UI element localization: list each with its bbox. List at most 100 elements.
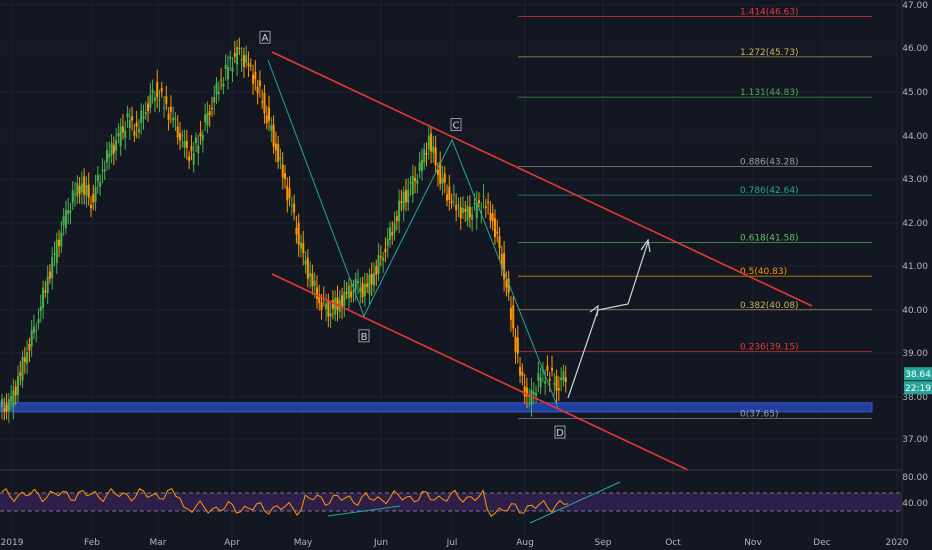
- candle-body: [28, 344, 31, 351]
- candle-body: [226, 67, 229, 80]
- candle-body: [229, 56, 232, 60]
- candle-body: [174, 118, 177, 120]
- candle-body: [443, 173, 446, 183]
- candle-body: [523, 385, 526, 397]
- candle-body: [242, 54, 245, 67]
- rsi-band: [0, 493, 902, 511]
- time-tick-label: Aug: [516, 538, 534, 548]
- candle-body: [498, 236, 501, 248]
- fib-label: 1.272(45.73): [740, 48, 799, 58]
- candle-body: [261, 101, 264, 103]
- candle-body: [388, 227, 391, 241]
- wave-point-label: C: [453, 121, 460, 132]
- candle-body: [427, 136, 430, 150]
- time-tick-label: Sep: [595, 538, 612, 548]
- fib-levels: 1.414(46.63) 1.272(45.73) 1.131(44.83) 0.88…: [518, 8, 872, 420]
- candle-body: [489, 213, 492, 221]
- candle-body: [363, 284, 366, 297]
- candle-body: [103, 169, 106, 172]
- candle-body: [551, 367, 554, 371]
- candle-body: [395, 216, 398, 222]
- candle-body: [119, 126, 122, 147]
- candle-body: [3, 408, 6, 412]
- candle-body: [361, 283, 364, 298]
- candle-body: [539, 377, 542, 388]
- candle-body: [217, 91, 220, 94]
- candle-body: [87, 184, 90, 198]
- candle-body: [368, 274, 371, 295]
- channel-lower: [271, 273, 689, 471]
- candle-body: [441, 177, 444, 184]
- candle-body: [557, 388, 560, 391]
- candle-body: [555, 375, 558, 392]
- projection-arrow: [567, 241, 649, 399]
- candle-body: [334, 297, 337, 315]
- fib-label: 0.236(39.15): [740, 342, 799, 352]
- candle-body: [236, 46, 239, 65]
- candle-body: [414, 177, 417, 182]
- candle-body: [409, 182, 412, 184]
- candle-body: [341, 295, 344, 308]
- candle-body: [359, 287, 362, 293]
- candle-body: [96, 174, 99, 182]
- candle-body: [281, 164, 284, 178]
- candle-body: [468, 207, 471, 218]
- drawings: [267, 51, 813, 471]
- candle-body: [386, 238, 389, 246]
- candle-body: [151, 89, 154, 93]
- candle-body: [279, 157, 282, 160]
- candle-body: [430, 133, 433, 152]
- candle-body: [436, 169, 439, 175]
- candle-body: [53, 253, 56, 256]
- candle-body: [525, 387, 528, 397]
- candle-body: [156, 81, 159, 98]
- candle-body: [357, 281, 360, 284]
- candle-body: [398, 200, 401, 222]
- candle-body: [101, 170, 104, 172]
- candle-body: [450, 200, 453, 204]
- candle-body: [404, 190, 407, 203]
- time-tick-label: Dec: [813, 538, 830, 548]
- candle-body: [176, 126, 179, 138]
- candle-body: [286, 186, 289, 201]
- candle-body: [532, 392, 535, 395]
- candle-body: [199, 132, 202, 136]
- candle-body: [172, 117, 175, 121]
- time-tick-label: Jun: [373, 538, 388, 548]
- candle-body: [153, 97, 156, 101]
- candle-body: [220, 79, 223, 81]
- support-zone: [0, 402, 873, 413]
- price-tick-label: 38.00: [902, 393, 928, 403]
- candle-body: [384, 248, 387, 253]
- candle-body: [55, 239, 58, 264]
- last-price-badge: [904, 367, 932, 381]
- candle-body: [530, 390, 533, 405]
- candle-body: [135, 122, 138, 127]
- countdown-badge: [904, 381, 932, 395]
- candle-body: [224, 64, 227, 70]
- wave-points: A B C D: [259, 30, 566, 439]
- candle-body: [1, 399, 3, 408]
- candle-body: [274, 143, 277, 151]
- candle-body: [350, 291, 353, 298]
- price-tick-label: 40.00: [902, 306, 928, 316]
- candle-body: [290, 205, 293, 207]
- candle-body: [185, 140, 188, 148]
- candle-body: [249, 65, 252, 67]
- candle-body: [475, 202, 478, 219]
- candle-body: [425, 152, 428, 155]
- candle-body: [336, 297, 339, 310]
- candle-body: [411, 175, 414, 195]
- channel-upper: [271, 51, 813, 307]
- candle-body: [496, 231, 499, 234]
- candle-body: [448, 186, 451, 200]
- time-tick-label: Oct: [665, 538, 681, 548]
- price-tick-label: 45.00: [902, 88, 928, 98]
- time-tick-label: Feb: [84, 538, 100, 548]
- candle-body: [370, 273, 373, 285]
- fib-label: 0.886(43.28): [740, 158, 799, 168]
- candle-body: [464, 208, 467, 212]
- candle-body: [231, 67, 234, 72]
